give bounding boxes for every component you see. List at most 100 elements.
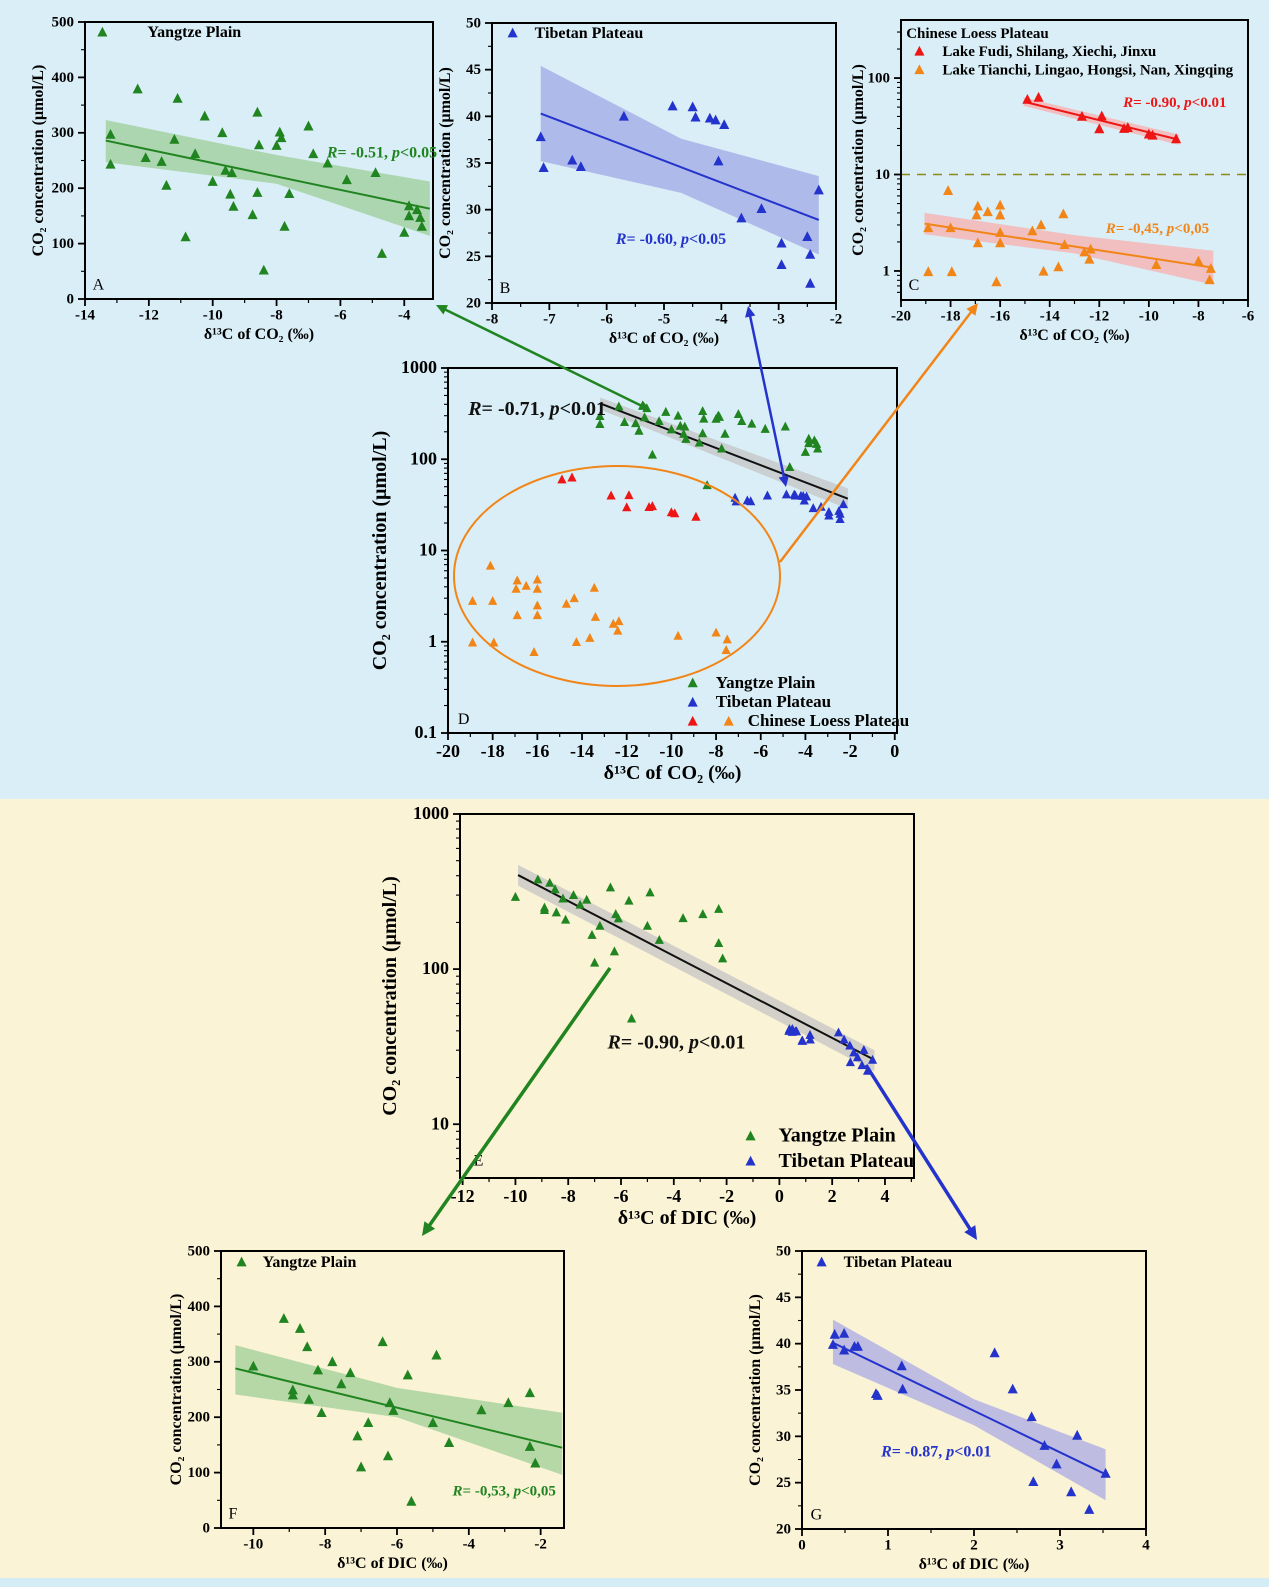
data-point-triangle xyxy=(1066,1486,1077,1497)
data-point-triangle xyxy=(776,259,787,270)
data-point-triangle xyxy=(717,443,727,453)
legend-triangle-icon xyxy=(745,1155,756,1166)
data-point-triangle xyxy=(427,1417,438,1428)
x-tick-label: -20 xyxy=(891,309,911,325)
x-tick-label: -5 xyxy=(658,312,671,328)
data-point-triangle xyxy=(248,1360,259,1371)
x-tick-label: -18 xyxy=(481,741,505,761)
y-tick-label: 100 xyxy=(188,1465,211,1481)
data-point-triangle xyxy=(489,637,499,647)
data-point-triangle xyxy=(1094,123,1105,134)
data-point-triangle xyxy=(805,1034,815,1044)
data-point-triangle xyxy=(711,627,721,637)
x-tick-label: -2 xyxy=(843,741,858,761)
data-point-triangle xyxy=(287,1389,298,1400)
y-tick-label: 400 xyxy=(52,70,75,86)
data-point-triangle xyxy=(1147,129,1158,140)
x-tick-label: 4 xyxy=(1142,1538,1150,1554)
y-tick-label: 45 xyxy=(466,62,481,78)
data-point-triangle xyxy=(1100,1467,1111,1478)
data-point-triangle xyxy=(647,449,657,459)
data-point-triangle xyxy=(312,1364,324,1375)
data-point-triangle xyxy=(327,1356,338,1367)
data-point-triangle xyxy=(524,1441,535,1451)
highlight-ellipse xyxy=(453,465,781,687)
data-point-triangle xyxy=(278,1313,289,1323)
data-point-triangle xyxy=(619,417,630,427)
data-point-triangle xyxy=(719,119,730,130)
regression-line xyxy=(924,222,1214,269)
panel-letter: G xyxy=(811,1506,823,1523)
data-point-triangle xyxy=(571,637,582,647)
x-tick-label: -12 xyxy=(139,308,159,324)
data-point-triangle xyxy=(467,595,478,605)
data-point-triangle xyxy=(1084,1504,1095,1514)
data-point-triangle xyxy=(557,474,567,484)
data-point-triangle xyxy=(813,184,824,195)
data-point-triangle xyxy=(467,637,478,647)
data-point-triangle xyxy=(710,114,721,125)
data-point-triangle xyxy=(805,1029,815,1039)
data-point-triangle xyxy=(798,1035,808,1045)
legend-item-label: Tibetan Plateau xyxy=(844,1254,953,1271)
data-point-triangle xyxy=(1079,246,1090,257)
data-point-triangle xyxy=(829,1328,840,1339)
x-tick-label: 0 xyxy=(798,1538,806,1554)
data-point-triangle xyxy=(569,593,579,603)
data-point-triangle xyxy=(839,1034,849,1044)
data-point-triangle xyxy=(1053,261,1064,272)
data-point-triangle xyxy=(800,447,811,456)
confidence-band xyxy=(235,1345,563,1475)
data-point-triangle xyxy=(839,1327,850,1338)
panel-letter: A xyxy=(93,276,105,293)
panel-a: -14 -12 -10 -8 -6 -4 0 100 200 300 400 500 δ¹³C of C… xyxy=(30,14,437,343)
panel-letter: D xyxy=(458,711,470,728)
data-point-triangle xyxy=(760,423,770,433)
x-axis-label: δ¹³C of DIC (‰) xyxy=(919,1556,1030,1573)
data-point-triangle xyxy=(762,490,773,500)
y-tick-label: 500 xyxy=(52,14,75,30)
data-point-triangle xyxy=(824,510,834,520)
legend-item-label: Yangtze Plain xyxy=(263,1254,357,1271)
data-point-triangle xyxy=(694,437,704,447)
data-point-triangle xyxy=(352,1430,363,1441)
data-point-triangle xyxy=(403,210,415,221)
x-tick-label: -12 xyxy=(615,741,639,761)
series-chinese-loess-plateau-orange-lakes- xyxy=(467,560,732,657)
y-tick-label: 35 xyxy=(776,1382,791,1398)
data-point-triangle xyxy=(1028,1476,1039,1487)
data-point-triangle xyxy=(897,1383,908,1394)
data-point-triangle xyxy=(923,222,934,233)
data-point-triangle xyxy=(781,489,792,499)
data-point-triangle xyxy=(1205,263,1216,273)
stats-text: R= -0.87, p<0.01 xyxy=(880,1443,991,1460)
series-tibetan-plateau xyxy=(827,1327,1111,1514)
confidence-band xyxy=(540,65,819,255)
data-point-triangle xyxy=(207,176,218,186)
data-point-triangle xyxy=(614,401,624,411)
data-point-triangle xyxy=(415,212,426,222)
legend: Yangtze Plain Tibetan Plateau xyxy=(745,1125,914,1172)
data-point-triangle xyxy=(673,410,683,420)
data-point-triangle xyxy=(991,276,1002,287)
data-point-triangle xyxy=(345,1367,356,1378)
arrowhead-icon xyxy=(778,475,789,487)
x-tick-label: -4 xyxy=(715,312,728,328)
data-point-triangle xyxy=(377,1336,388,1347)
data-point-triangle xyxy=(132,83,143,94)
data-point-triangle xyxy=(852,1052,863,1062)
data-point-triangle xyxy=(849,1047,859,1057)
data-point-triangle xyxy=(511,583,521,593)
data-point-triangle xyxy=(609,946,620,956)
data-point-triangle xyxy=(510,891,521,901)
legend-triangle-icon xyxy=(816,1256,827,1267)
data-point-triangle xyxy=(587,929,597,939)
data-point-triangle xyxy=(776,237,787,248)
data-point-triangle xyxy=(989,1347,1000,1358)
y-axis-label: CO₂ concentration (μmol/L) xyxy=(369,431,391,671)
data-point-triangle xyxy=(746,496,756,506)
data-point-triangle xyxy=(747,418,757,428)
data-point-triangle xyxy=(634,425,644,435)
data-point-triangle xyxy=(416,220,427,231)
